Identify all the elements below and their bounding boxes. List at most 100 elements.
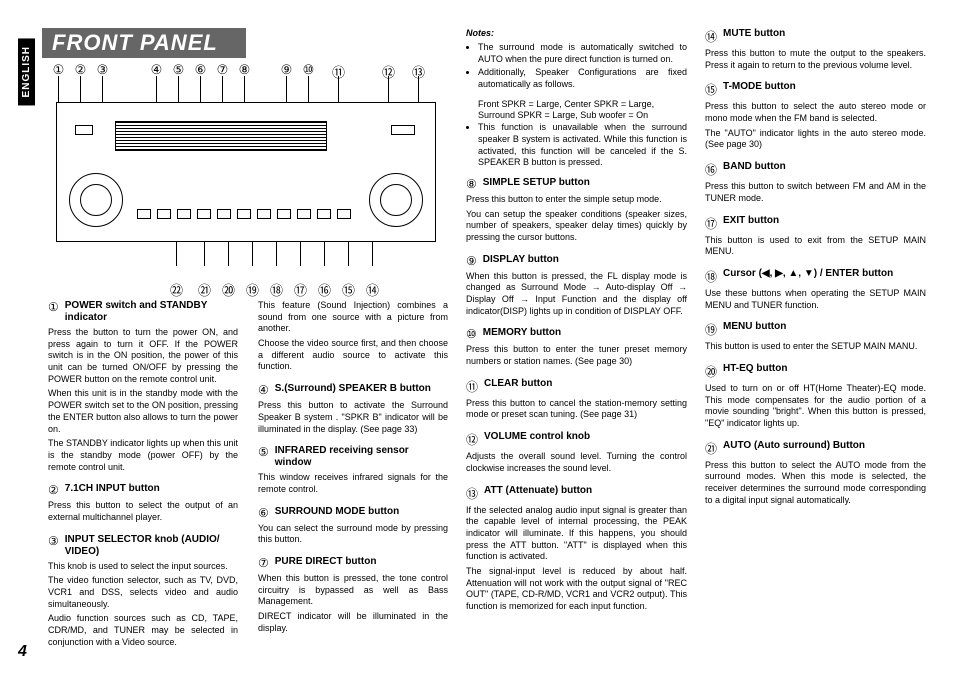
item-number: ⑪ xyxy=(466,378,478,395)
item-title: S.(Surround) SPEAKER B button xyxy=(275,383,431,395)
item-title: INFRARED receiving sensor window xyxy=(275,445,448,469)
callout-b-4: ⑲ xyxy=(242,280,263,299)
item-body: This button is used to enter the SETUP M… xyxy=(705,341,926,353)
item-body: Press this button to select the auto ste… xyxy=(705,101,926,151)
item-body: Press this button to cancel the station-… xyxy=(466,398,687,421)
page-title: FRONT PANEL xyxy=(42,28,246,58)
item-number: ⑥ xyxy=(258,506,269,520)
column-d: ⑭ MUTE button Press this button to mute th… xyxy=(705,28,926,623)
callout-b-9: ⑭ xyxy=(362,280,383,299)
item-body: Press this button to mute the output to … xyxy=(705,48,926,71)
item-body: Press this button to select the AUTO mod… xyxy=(705,460,926,507)
item-body: If the selected analog audio input signa… xyxy=(466,505,687,613)
item-body: When this button is pressed, the FL disp… xyxy=(466,271,687,318)
item-title: VOLUME control knob xyxy=(484,431,590,443)
callout-b-8: ⑮ xyxy=(338,280,359,299)
manual-item: ⑪ CLEAR button Press this button to cancel… xyxy=(466,378,687,421)
item-title: T-MODE button xyxy=(723,81,796,93)
manual-item: ⑰ EXIT button This button is used to exit … xyxy=(705,215,926,258)
item-number: ⑩ xyxy=(466,327,477,341)
item-title: HT-EQ button xyxy=(723,363,787,375)
manual-item: ⑫ VOLUME control knob Adjusts the overall … xyxy=(466,431,687,474)
item-number: ② xyxy=(48,483,59,497)
item-title: MEMORY button xyxy=(483,327,561,339)
manual-item: ⑩ MEMORY button Press this button to enter… xyxy=(466,327,687,367)
item-body: This knob is used to select the input so… xyxy=(48,561,238,649)
column-c: Notes: The surround mode is automaticall… xyxy=(466,28,687,623)
item-number: ④ xyxy=(258,383,269,397)
item-body: This button is used to exit from the SET… xyxy=(705,235,926,258)
callout-b-3: ⑳ xyxy=(218,280,239,299)
manual-item: ⑭ MUTE button Press this button to mute th… xyxy=(705,28,926,71)
column-a: ① POWER switch and STANDBY indicator Press… xyxy=(48,300,238,658)
item-title: Cursor (◀, ▶, ▲, ▼) / ENTER button xyxy=(723,268,893,280)
item-number: ⑫ xyxy=(466,431,478,448)
item-title: EXIT button xyxy=(723,215,779,227)
item-body: Press this button to enter the simple se… xyxy=(466,194,687,244)
manual-item: ② 7.1CH INPUT button Press this button to … xyxy=(48,483,238,523)
manual-item: ③ INPUT SELECTOR knob (AUDIO/ VIDEO) This … xyxy=(48,534,238,649)
item-title: BAND button xyxy=(723,161,786,173)
item-number: ⑳ xyxy=(705,363,717,380)
item-number: ⑧ xyxy=(466,177,477,191)
item-title: SIMPLE SETUP button xyxy=(483,177,590,189)
manual-item: ⑥ SURROUND MODE button You can select the … xyxy=(258,506,448,546)
item-number: ⑯ xyxy=(705,161,717,178)
callout-b-1: ㉒ xyxy=(166,280,187,299)
receiver-illustration xyxy=(56,102,436,242)
manual-item: ⑨ DISPLAY button When this button is press… xyxy=(466,254,687,318)
manual-item: ⑤ INFRARED receiving sensor window This wi… xyxy=(258,445,448,495)
item-body: This feature (Sound Injection) combines … xyxy=(258,300,448,373)
item-number: ⑱ xyxy=(705,268,717,285)
manual-item: ⑬ ATT (Attenuate) button If the selected a… xyxy=(466,485,687,613)
item-title: SURROUND MODE button xyxy=(275,506,399,518)
item-number: ⑬ xyxy=(466,485,478,502)
item-number: ① xyxy=(48,300,59,314)
item-number: ③ xyxy=(48,534,59,548)
manual-item: ⑯ BAND button Press this button to switch … xyxy=(705,161,926,204)
item-body: This window receives infrared signals fo… xyxy=(258,472,448,495)
item-number: ⑤ xyxy=(258,445,269,459)
item-body: Press this button to select the output o… xyxy=(48,500,238,523)
item-title: 7.1CH INPUT button xyxy=(65,483,160,495)
item-title: INPUT SELECTOR knob (AUDIO/ VIDEO) xyxy=(65,534,238,558)
item-title: ATT (Attenuate) button xyxy=(484,485,592,497)
item-body: Adjusts the overall sound level. Turning… xyxy=(466,451,687,474)
item-title: CLEAR button xyxy=(484,378,552,390)
manual-item: ① POWER switch and STANDBY indicator Press… xyxy=(48,300,238,473)
item-number: ⑰ xyxy=(705,215,717,232)
item-title: MUTE button xyxy=(723,28,785,40)
item-title: MENU button xyxy=(723,321,786,333)
manual-item: ④ S.(Surround) SPEAKER B button Press this… xyxy=(258,383,448,435)
manual-item: ⑦ PURE DIRECT button When this button is p… xyxy=(258,556,448,634)
manual-item: ⑧ SIMPLE SETUP button Press this button to… xyxy=(466,177,687,244)
item-body: Used to turn on or off HT(Home Theater)-… xyxy=(705,383,926,430)
notes-block: Notes: The surround mode is automaticall… xyxy=(466,28,687,169)
item-body: You can select the surround mode by pres… xyxy=(258,523,448,546)
manual-item: ⑲MENU buttonThis button is used to enter… xyxy=(705,321,926,353)
manual-item: ⑮T-MODE buttonPress this button to selec… xyxy=(705,81,926,151)
column-b: This feature (Sound Injection) combines … xyxy=(258,300,448,658)
manual-item: ㉑AUTO (Auto surround) ButtonPress this b… xyxy=(705,440,926,507)
item-title: POWER switch and STANDBY indicator xyxy=(65,300,238,324)
page-number: 4 xyxy=(18,643,27,661)
item-body: Press this button to activate the Surrou… xyxy=(258,400,448,435)
item-body: Press the button to turn the power ON, a… xyxy=(48,327,238,473)
manual-item: This feature (Sound Injection) combines … xyxy=(258,300,448,373)
item-number: ⑦ xyxy=(258,556,269,570)
item-title: PURE DIRECT button xyxy=(275,556,377,568)
callout-b-7: ⑯ xyxy=(314,280,335,299)
item-number: ⑭ xyxy=(705,28,717,45)
callout-b-6: ⑰ xyxy=(290,280,311,299)
item-body: When this button is pressed, the tone co… xyxy=(258,573,448,634)
item-title: DISPLAY button xyxy=(483,254,559,266)
callout-b-2: ㉑ xyxy=(194,280,215,299)
item-body: Press this button to enter the tuner pre… xyxy=(466,344,687,367)
manual-item: ⑱ Cursor (◀, ▶, ▲, ▼) / ENTER button Use t… xyxy=(705,268,926,311)
language-tab: ENGLISH xyxy=(18,38,35,105)
item-body: Press this button to switch between FM a… xyxy=(705,181,926,204)
item-number: ㉑ xyxy=(705,440,717,457)
item-number: ⑨ xyxy=(466,254,477,268)
front-panel-diagram: ①②③④⑤⑥⑦⑧⑨⑩⑪⑫⑬ ㉒㉑⑳⑲⑱⑰⑯⑮⑭ xyxy=(48,58,448,284)
item-body: Use these buttons when operating the SET… xyxy=(705,288,926,311)
